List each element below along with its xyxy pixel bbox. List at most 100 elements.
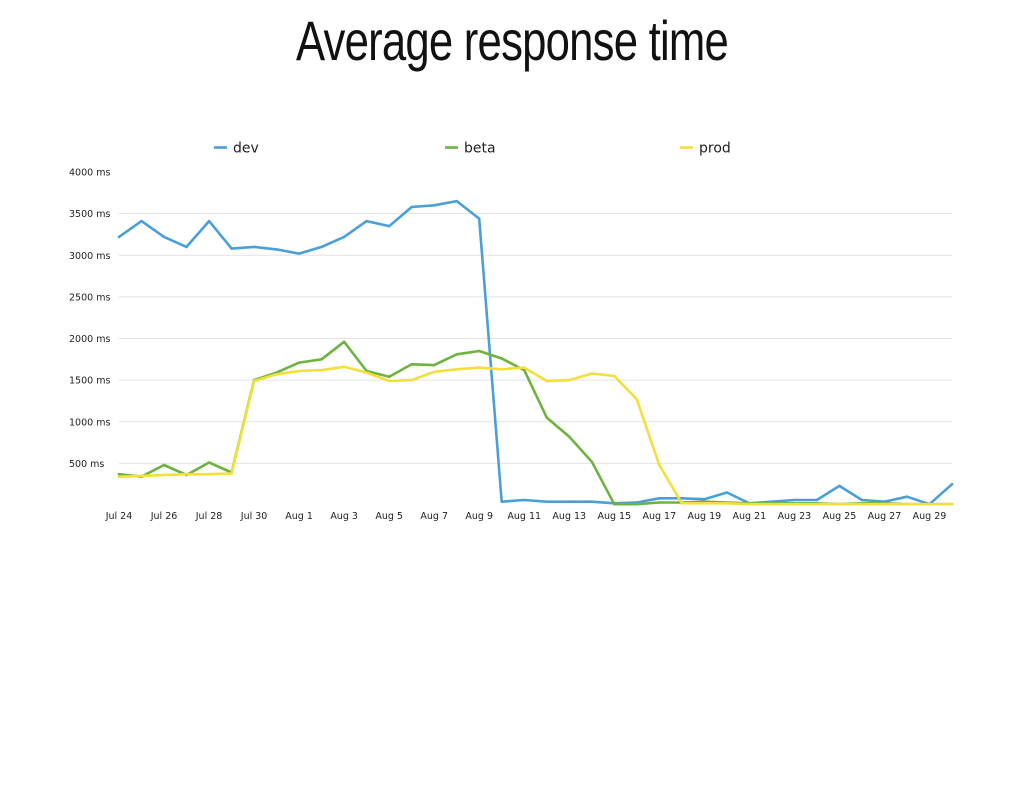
data-point-dev bbox=[410, 205, 413, 209]
y-tick-label: 4000 ms bbox=[69, 168, 110, 179]
x-tick-label: Aug 23 bbox=[778, 511, 812, 522]
legend-item-beta: beta bbox=[445, 141, 496, 157]
y-tick-label: 1500 ms bbox=[69, 376, 110, 387]
x-tick-label: Aug 3 bbox=[330, 511, 358, 522]
series-line-prod bbox=[117, 365, 954, 506]
data-point-dev bbox=[365, 219, 368, 223]
data-point-prod bbox=[635, 397, 639, 401]
x-tick-label: Aug 9 bbox=[465, 511, 493, 522]
data-point-prod bbox=[365, 371, 368, 374]
data-point-dev bbox=[230, 247, 233, 250]
legend-item-dev: dev bbox=[214, 141, 259, 157]
x-tick-label: Aug 29 bbox=[913, 511, 947, 522]
data-point-prod bbox=[140, 474, 143, 478]
data-point-prod bbox=[207, 472, 211, 476]
x-tick-label: Jul 28 bbox=[195, 511, 223, 522]
x-tick-label: Aug 27 bbox=[868, 511, 902, 522]
x-tick-label: Aug 15 bbox=[597, 511, 631, 522]
data-point-prod bbox=[522, 366, 526, 369]
data-point-prod bbox=[387, 379, 391, 383]
data-point-beta bbox=[297, 361, 301, 364]
legend-label: dev bbox=[233, 141, 259, 157]
data-point-dev bbox=[387, 224, 391, 228]
data-point-beta bbox=[635, 502, 639, 506]
data-point-prod bbox=[928, 502, 931, 506]
data-point-prod bbox=[905, 502, 909, 506]
data-point-prod bbox=[275, 372, 278, 376]
legend: dev beta prod bbox=[214, 141, 731, 157]
x-tick-label: Aug 1 bbox=[285, 511, 313, 522]
data-point-dev bbox=[905, 495, 909, 498]
data-point-dev bbox=[860, 498, 864, 502]
data-point-prod bbox=[950, 502, 954, 506]
x-tick-label: Jul 24 bbox=[105, 511, 133, 522]
data-point-beta bbox=[387, 375, 391, 379]
data-point-dev bbox=[320, 245, 323, 249]
data-point-prod bbox=[320, 368, 323, 372]
data-point-beta bbox=[477, 349, 481, 353]
data-point-prod bbox=[297, 369, 301, 373]
data-point-beta bbox=[455, 353, 459, 356]
data-point-dev bbox=[522, 498, 526, 502]
data-point-dev bbox=[680, 497, 684, 500]
data-point-prod bbox=[162, 473, 166, 477]
data-point-beta bbox=[658, 501, 661, 504]
data-point-dev bbox=[252, 245, 256, 249]
data-point-beta bbox=[117, 472, 121, 476]
y-tick-label: 500 ms bbox=[69, 459, 104, 470]
data-point-prod bbox=[658, 463, 661, 467]
data-point-beta bbox=[590, 460, 594, 464]
y-axis-tick-labels: 500 ms 1000 ms 1500 ms 2000 ms 2500 ms 3000 m… bbox=[69, 168, 110, 470]
x-tick-label: Jul 26 bbox=[150, 511, 178, 522]
data-point-dev bbox=[117, 235, 121, 239]
x-tick-label: Aug 17 bbox=[642, 511, 676, 522]
data-point-dev bbox=[815, 498, 819, 502]
data-point-prod bbox=[567, 378, 571, 382]
data-point-prod bbox=[748, 502, 751, 506]
data-point-beta bbox=[545, 416, 549, 419]
data-point-prod bbox=[612, 374, 616, 378]
legend-label: beta bbox=[464, 141, 496, 157]
data-point-dev bbox=[275, 248, 278, 251]
y-tick-label: 2500 ms bbox=[69, 292, 110, 303]
data-point-beta bbox=[612, 502, 616, 506]
data-point-dev bbox=[567, 500, 571, 503]
data-point-prod bbox=[770, 502, 774, 506]
data-point-prod bbox=[590, 372, 594, 375]
data-point-prod bbox=[117, 475, 121, 478]
data-point-dev bbox=[455, 199, 459, 203]
y-tick-label: 1000 ms bbox=[69, 417, 110, 428]
data-point-dev bbox=[950, 482, 954, 486]
data-point-prod bbox=[477, 366, 481, 369]
data-point-beta bbox=[410, 363, 413, 366]
data-point-prod bbox=[252, 379, 256, 383]
x-tick-label: Aug 7 bbox=[420, 511, 448, 522]
data-point-dev bbox=[703, 497, 706, 501]
data-point-beta bbox=[567, 435, 571, 439]
data-point-dev bbox=[590, 500, 594, 503]
data-point-dev bbox=[545, 500, 549, 503]
data-point-dev bbox=[725, 491, 729, 494]
data-point-prod bbox=[860, 502, 864, 506]
data-point-prod bbox=[793, 502, 796, 506]
data-point-beta bbox=[342, 340, 346, 344]
x-tick-label: Aug 11 bbox=[507, 511, 541, 522]
data-point-prod bbox=[432, 370, 436, 374]
data-point-beta bbox=[207, 461, 211, 464]
data-point-dev bbox=[185, 245, 188, 249]
data-point-dev bbox=[140, 219, 143, 223]
data-point-prod bbox=[342, 365, 346, 369]
x-tick-label: Aug 13 bbox=[552, 511, 586, 522]
series-line-dev bbox=[117, 199, 954, 506]
data-point-prod bbox=[230, 472, 233, 475]
data-point-prod bbox=[185, 472, 188, 476]
data-point-prod bbox=[410, 378, 413, 382]
data-point-prod bbox=[500, 368, 504, 371]
data-point-prod bbox=[455, 368, 459, 371]
x-tick-label: Jul 30 bbox=[240, 511, 268, 522]
data-point-beta bbox=[432, 363, 436, 367]
x-tick-label: Aug 19 bbox=[688, 511, 722, 522]
data-point-beta bbox=[320, 358, 323, 361]
data-point-prod bbox=[545, 379, 549, 383]
data-point-dev bbox=[162, 235, 166, 239]
